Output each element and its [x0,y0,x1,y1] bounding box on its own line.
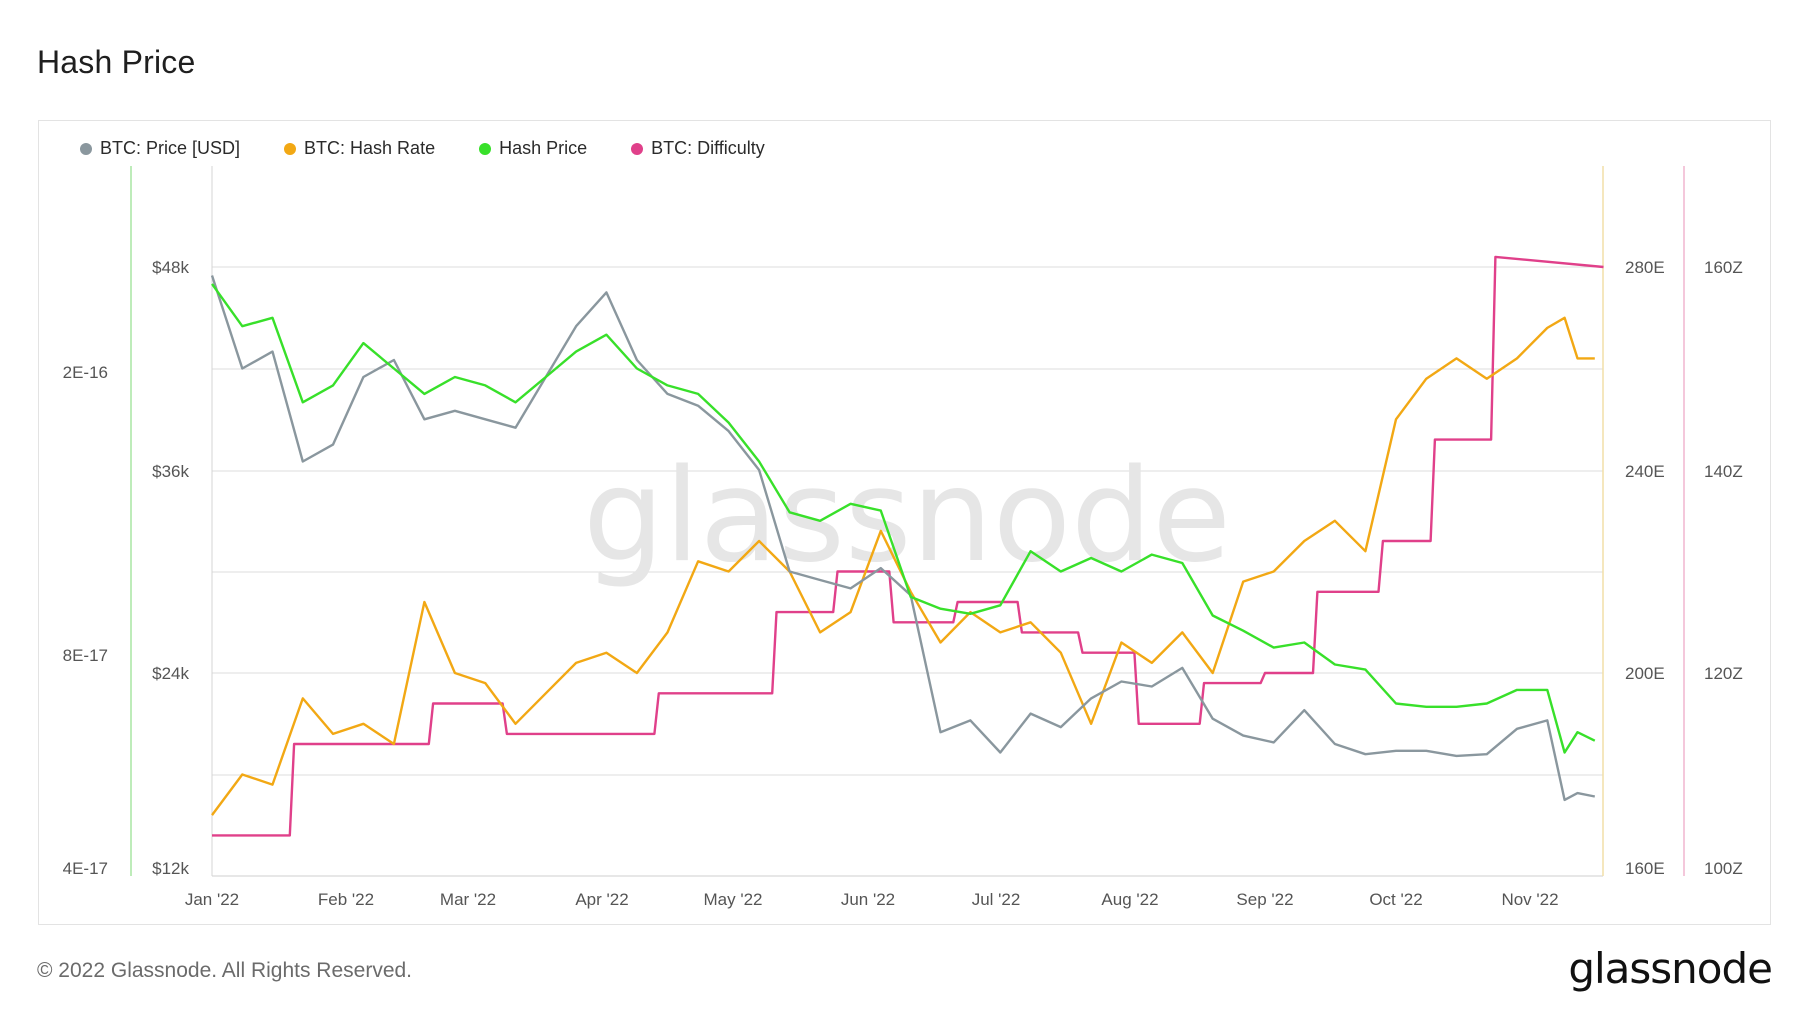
price-tick-label: $12k [152,859,189,878]
hash-price-tick-label: 2E-16 [63,363,108,382]
legend-dot-hash-rate-icon [284,142,297,155]
series-line-hash-price [211,283,1596,754]
x-tick-label: Jan '22 [185,890,239,909]
price-tick-label: $48k [152,258,189,277]
series-line-btc-hash-rate [211,316,1595,816]
watermark: glassnode [583,442,1231,591]
legend-dot-hash-price-icon [479,142,492,155]
difficulty-tick-label: 120Z [1704,664,1743,683]
price-tick-label: $36k [152,462,189,481]
hash-rate-tick-label: 200E [1625,664,1665,683]
difficulty-tick-label: 100Z [1704,859,1743,878]
footer-logo: glassnode [1568,944,1773,993]
price-tick-label: $24k [152,664,189,683]
hash-rate-tick-label: 160E [1625,859,1665,878]
chart-frame [38,120,1771,925]
hash-price-tick-label: 8E-17 [63,646,108,665]
x-tick-label: Aug '22 [1101,890,1158,909]
hash-price-tick-label: 4E-17 [63,859,108,878]
x-tick-label: Jun '22 [841,890,895,909]
legend-label-price: BTC: Price [USD] [100,138,241,158]
legend-label-difficulty: BTC: Difficulty [651,138,765,158]
footer-copyright: © 2022 Glassnode. All Rights Reserved. [37,959,413,982]
legend-label-hash-price: Hash Price [499,138,588,158]
legend-item-difficulty[interactable]: BTC: Difficulty [631,138,765,159]
legend-item-hash-price[interactable]: Hash Price [479,138,587,159]
legend-item-hash-rate[interactable]: BTC: Hash Rate [284,138,435,159]
difficulty-tick-label: 160Z [1704,258,1743,277]
x-tick-label: Mar '22 [440,890,496,909]
x-tick-label: Apr '22 [575,890,628,909]
legend-dot-difficulty-icon [631,142,644,155]
x-tick-label: Nov '22 [1501,890,1558,909]
legend-dot-price-icon [80,142,92,155]
page-title: Hash Price [37,44,196,80]
difficulty-tick-label: 140Z [1704,462,1743,481]
x-tick-label: Jul '22 [972,890,1021,909]
x-tick-label: Feb '22 [318,890,374,909]
x-tick-label: Sep '22 [1236,890,1293,909]
hash-rate-tick-label: 240E [1625,462,1665,481]
legend-label-hash-rate: BTC: Hash Rate [304,138,436,158]
series-line-btc-price-usd [210,275,1596,802]
chart-legend: BTC: Price [USD] BTC: Hash Rate Hash Pri… [80,138,809,159]
x-tick-label: May '22 [704,890,763,909]
x-tick-label: Oct '22 [1369,890,1422,909]
legend-item-price[interactable]: BTC: Price [USD] [80,138,240,159]
hash-rate-tick-label: 280E [1625,258,1665,277]
